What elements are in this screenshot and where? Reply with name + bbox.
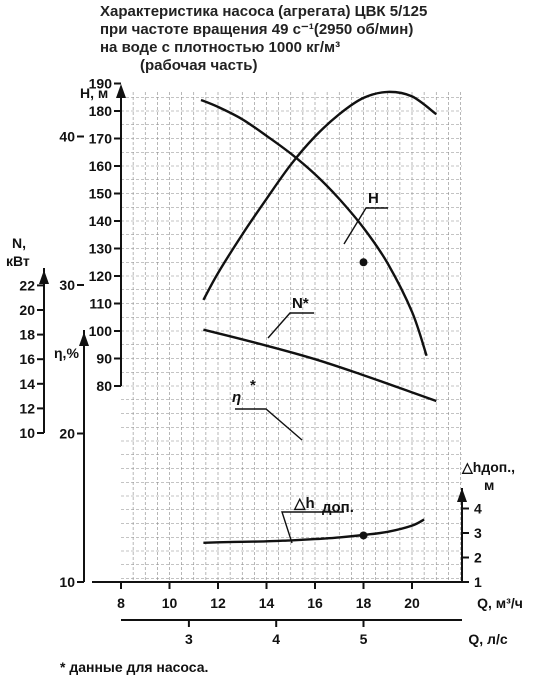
operating-point [359,258,368,267]
axes: 8 10 12 14 16 18 20 Q, м³/ч3 4 5 Q, л/с80901001101… [6,76,523,648]
chart-title: Характеристика насоса (агрегата) ЦВК 5/1… [100,3,427,74]
title-line-1: Характеристика насоса (агрегата) ЦВК 5/1… [100,3,427,20]
x-tick-label: 20 [404,595,420,611]
n-tick-label: 22 [19,277,35,293]
eta-axis-arrow [79,332,89,346]
h-tick-label: 150 [89,186,113,202]
dh-tick-label: 2 [474,550,482,566]
operating-point [359,531,368,540]
x-axis-label: Q, м³/ч [477,595,523,611]
x-tick-label: 8 [117,595,125,611]
h-curve [200,98,428,357]
x2-axis-label: Q, л/с [468,631,507,647]
h-tick-label: 120 [89,268,113,284]
eta-label-leader [235,408,303,441]
eta-curve-star: * [250,377,256,394]
h-tick-label: 160 [89,158,113,174]
dh-axis-arrow [457,488,467,502]
dh-tick-label: 1 [474,574,482,590]
h-tick-label: 100 [89,323,113,339]
dh-axis-label: △hдоп., [461,459,515,475]
dh-tick-label: 3 [474,525,482,541]
n-curve-label: N* [292,295,309,312]
n-tick-label: 10 [19,425,35,441]
h-axis-arrow [116,84,126,98]
title-line-2: при частоте вращения 49 с⁻¹(2950 об/мин) [100,21,413,38]
h-axis-label: H, м [80,85,108,101]
x-tick-label: 10 [162,595,178,611]
h-tick-label: 80 [96,378,112,394]
x2-tick-label: 5 [360,631,368,647]
n-curve [203,328,437,403]
curve-labels: H N* η * △h доп. [232,190,388,544]
curves [200,90,438,544]
h-tick-label: 90 [96,351,112,367]
eta-curve-label: η [232,389,241,406]
dh-curve-label: △h [293,495,315,512]
title-line-4: (рабочая часть) [140,57,257,74]
n-label-leader [267,312,314,339]
dh-label-leader [281,511,344,544]
footnote: * данные для насоса. [60,659,208,675]
n-axis-arrow [39,270,49,284]
h-label-leader [343,207,388,245]
n-tick-label: 16 [19,351,35,367]
dh-curve [203,518,425,544]
eta-tick-label: 40 [59,129,75,145]
n-axis-unit: кВт [6,253,30,269]
h-curve-label: H [368,190,379,207]
title-line-3: на воде с плотностью 1000 кг/м³ [100,39,340,56]
h-tick-label: 130 [89,241,113,257]
dh-axis-unit: м [484,477,494,493]
eta-tick-label: 10 [59,574,75,590]
x2-tick-label: 3 [185,631,193,647]
n-tick-label: 14 [19,376,35,392]
grid [121,92,462,582]
n-tick-label: 20 [19,302,35,318]
dh-tick-label: 4 [474,501,482,517]
n-axis-label: N, [12,235,26,251]
x-tick-label: 14 [259,595,275,611]
h-tick-label: 170 [89,131,113,147]
x-tick-label: 16 [307,595,323,611]
eta-tick-label: 30 [59,277,75,293]
h-tick-label: 110 [89,296,112,312]
h-tick-label: 190 [89,76,113,92]
n-tick-label: 18 [19,327,35,343]
eta-axis-label: η,% [54,345,79,361]
eta-curve [202,90,438,301]
n-tick-label: 12 [19,400,35,416]
x-tick-label: 18 [356,595,372,611]
dh-curve-label-sub: доп. [322,499,354,516]
eta-tick-label: 20 [59,426,75,442]
h-tick-label: 180 [89,103,113,119]
x2-tick-label: 4 [272,631,280,647]
x-tick-label: 12 [210,595,226,611]
h-tick-label: 140 [89,213,113,229]
